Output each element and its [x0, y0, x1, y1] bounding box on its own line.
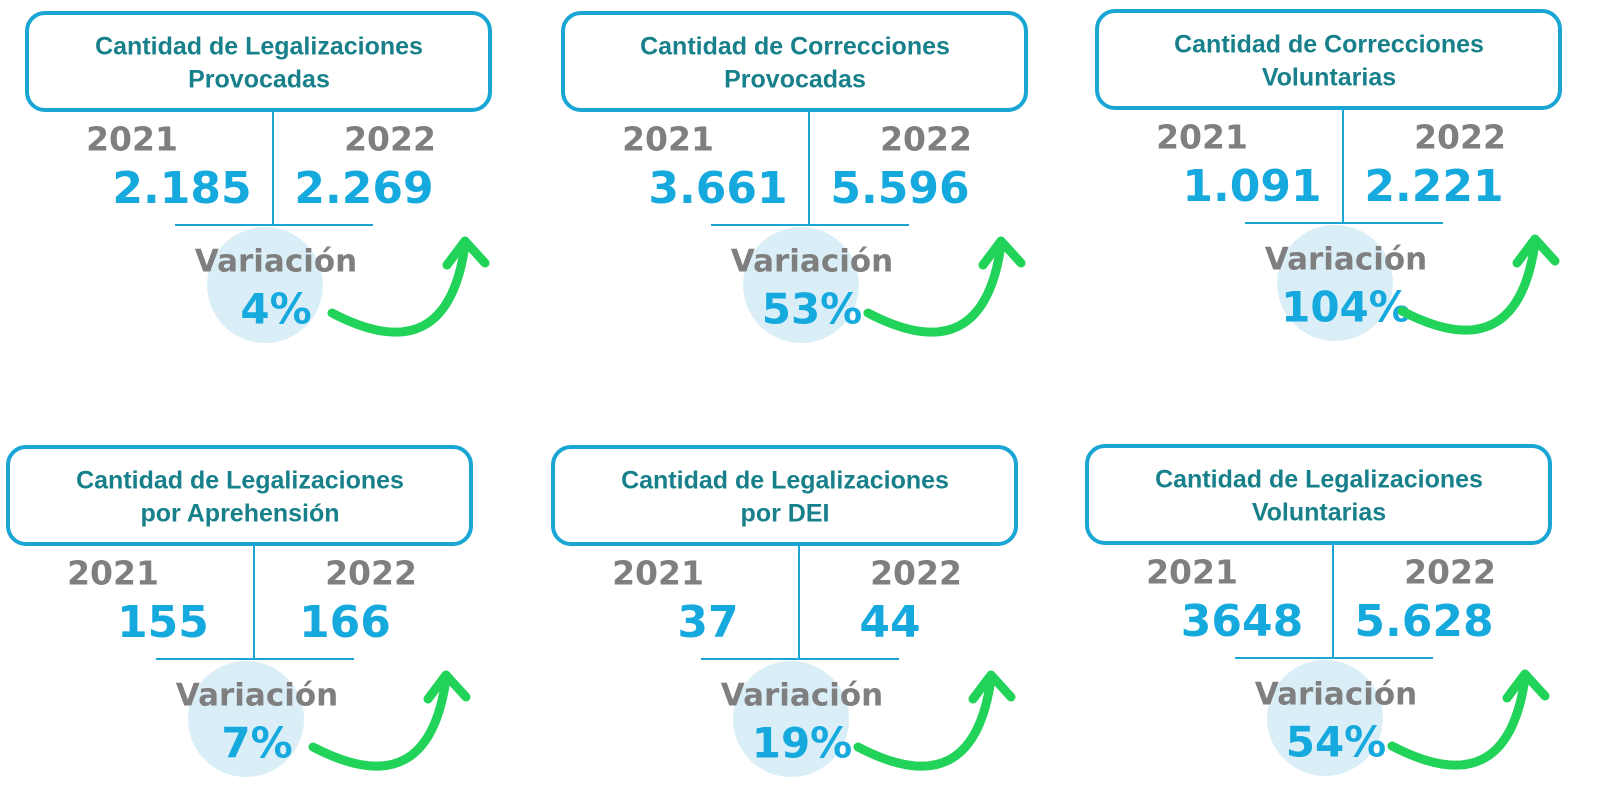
card-title: Cantidad de Correcciones: [1174, 31, 1484, 59]
title-box: [551, 445, 1018, 546]
value: 37: [677, 597, 738, 648]
title-box: [6, 445, 473, 546]
variation-circle: [188, 661, 304, 777]
arrow-head: [1502, 669, 1550, 703]
year-label: 2022: [325, 554, 417, 593]
year-label: 2022: [1404, 553, 1496, 592]
year-label: 2022: [880, 120, 972, 159]
card-title: Voluntarias: [1262, 64, 1396, 92]
title-box: [1085, 444, 1552, 545]
title-box: [1095, 9, 1562, 110]
arrow-head: [978, 236, 1026, 270]
arrow: [308, 674, 451, 771]
variation-label: Variación: [1255, 677, 1417, 713]
arrow-head: [442, 236, 490, 270]
year-label: 2022: [870, 554, 962, 593]
card-title: Cantidad de Legalizaciones: [1155, 466, 1483, 494]
value: 1.091: [1182, 161, 1321, 212]
value: 3.661: [648, 163, 787, 214]
value: 155: [117, 597, 209, 648]
arrow-head: [968, 670, 1016, 704]
value: 2.185: [112, 163, 251, 214]
variation-label: Variación: [1265, 242, 1427, 278]
arrow: [1387, 673, 1530, 770]
value: 5.596: [830, 163, 969, 214]
year-label: 2022: [1414, 118, 1506, 157]
variation-value: 19%: [752, 719, 853, 768]
variation-value: 104%: [1281, 283, 1411, 332]
arrow: [863, 240, 1006, 337]
variation-label: Variación: [731, 244, 893, 280]
card-title: Provocadas: [188, 66, 330, 94]
variation-value: 54%: [1286, 718, 1387, 767]
card-title: Voluntarias: [1252, 499, 1386, 527]
value: 2.221: [1364, 161, 1503, 212]
variation-label: Variación: [195, 244, 357, 280]
arrow: [853, 674, 996, 771]
card-title: Provocadas: [724, 66, 866, 94]
year-label: 2021: [1146, 553, 1238, 592]
variation-circle: [207, 227, 323, 343]
arrow: [327, 240, 470, 337]
card-title: Cantidad de Legalizaciones: [95, 33, 423, 61]
variation-label: Variación: [721, 678, 883, 714]
value: 3648: [1181, 596, 1303, 647]
value: 5.628: [1354, 596, 1493, 647]
value: 166: [299, 597, 391, 648]
card-title: Cantidad de Correcciones: [640, 33, 950, 61]
variation-circle: [733, 661, 849, 777]
value: 44: [859, 597, 920, 648]
year-label: 2021: [612, 554, 704, 593]
variation-circle: [1277, 225, 1393, 341]
year-label: 2021: [622, 120, 714, 159]
value: 2.269: [294, 163, 433, 214]
variation-value: 7%: [221, 719, 292, 768]
variation-value: 53%: [762, 285, 863, 334]
year-label: 2021: [86, 120, 178, 159]
variation-value: 4%: [240, 285, 311, 334]
year-label: 2021: [67, 554, 159, 593]
card-title: por DEI: [741, 500, 830, 528]
arrow-head: [1512, 234, 1560, 268]
card-title: por Aprehensión: [140, 500, 339, 528]
card-title: Cantidad de Legalizaciones: [621, 467, 949, 495]
variation-circle: [743, 227, 859, 343]
year-label: 2021: [1156, 118, 1248, 157]
title-box: [561, 11, 1028, 112]
arrow-head: [423, 670, 471, 704]
year-label: 2022: [344, 120, 436, 159]
variation-label: Variación: [176, 678, 338, 714]
variation-circle: [1267, 660, 1383, 776]
arrow: [1397, 238, 1540, 335]
title-box: [25, 11, 492, 112]
card-title: Cantidad de Legalizaciones: [76, 467, 404, 495]
